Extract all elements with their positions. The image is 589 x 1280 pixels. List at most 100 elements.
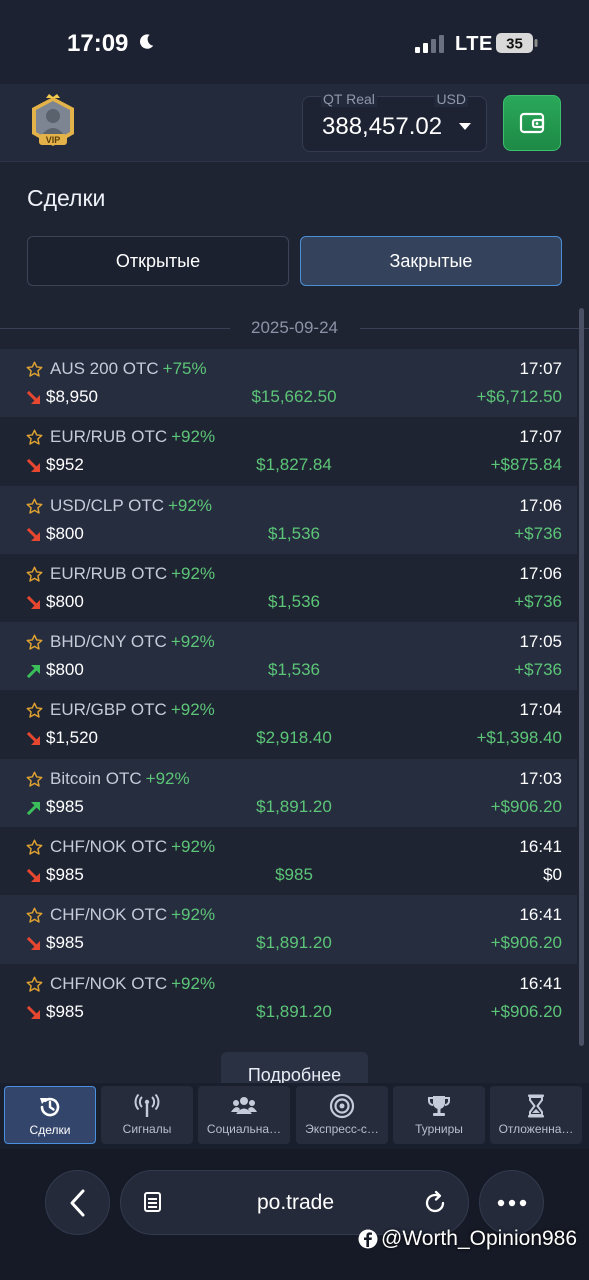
nav-label: Сигналы	[122, 1122, 172, 1136]
date-separator: 2025-09-24	[0, 316, 589, 340]
favorite-star-icon[interactable]	[26, 566, 43, 583]
asset-name: EUR/RUB OTC	[50, 563, 168, 583]
trade-time: 17:07	[519, 359, 562, 378]
scrollbar[interactable]	[579, 308, 584, 1046]
arrow-down-right-icon	[27, 732, 40, 746]
address-bar[interactable]: po.trade	[120, 1170, 469, 1235]
balance-selector[interactable]: QT Real USD 388,457.02	[302, 91, 487, 152]
more-options-button[interactable]	[479, 1170, 544, 1235]
trade-asset: CHF/NOK OTC +92%	[50, 837, 215, 857]
browser-toolbar: po.trade @Worth_Opinion986	[0, 1149, 589, 1280]
trade-row[interactable]: CHF/NOK OTC +92% 16:41 $985 $1,891.20 +$906.2…	[0, 963, 577, 1032]
battery-icon: 35	[496, 33, 538, 53]
trade-row[interactable]: Bitcoin OTC +92% 17:03 $985 $1,891.20 +$906.2…	[0, 758, 577, 828]
trade-amount: $985	[46, 865, 84, 885]
facebook-icon	[358, 1229, 378, 1249]
nav-label: Отложенна…	[498, 1122, 574, 1136]
back-button[interactable]	[45, 1170, 110, 1235]
trade-asset: CHF/NOK OTC +92%	[50, 974, 215, 994]
favorite-star-icon[interactable]	[26, 361, 43, 378]
trade-asset: EUR/RUB OTC +92%	[50, 564, 215, 584]
trade-row[interactable]: USD/CLP OTC +92% 17:06 $800 $1,536 +$736	[0, 485, 577, 554]
favorite-star-icon[interactable]	[26, 839, 43, 856]
account-type: QT Real	[321, 91, 377, 107]
tab-closed-trades[interactable]: Закрытые	[300, 236, 562, 286]
trade-profit: +$906.20	[490, 1001, 562, 1021]
nav-item-3[interactable]: Социальна…	[198, 1086, 290, 1144]
arrow-down-right-icon	[27, 1005, 40, 1019]
trade-asset: Bitcoin OTC +92%	[50, 769, 190, 789]
trade-asset: AUS 200 OTC +75%	[50, 359, 207, 379]
trade-profit: +$736	[514, 660, 562, 680]
trade-result: $1,891.20	[256, 933, 332, 953]
nav-item-4[interactable]: Экспресс-с…	[296, 1086, 388, 1144]
favorite-star-icon[interactable]	[26, 907, 43, 924]
favorite-star-icon[interactable]	[26, 702, 43, 719]
trade-time: 17:06	[519, 563, 562, 583]
trade-row[interactable]: AUS 200 OTC +75% 17:07 $8,950 $15,662.50 +$6,…	[0, 349, 577, 418]
trade-asset: BHD/CNY OTC +92%	[50, 632, 215, 652]
payout-percent: +92%	[145, 768, 190, 788]
trade-row[interactable]: EUR/RUB OTC +92% 17:06 $800 $1,536 +$736	[0, 553, 577, 623]
trophy-icon	[426, 1093, 452, 1119]
favorite-star-icon[interactable]	[26, 634, 43, 651]
reload-icon[interactable]	[422, 1190, 448, 1216]
nav-item-5[interactable]: Турниры	[393, 1086, 485, 1144]
bottom-nav: Сделки Сигналы Социальна… Экспресс-с… Турнир…	[0, 1083, 589, 1149]
page-title: Сделки	[27, 185, 106, 211]
balance-currency: USD	[434, 91, 468, 107]
favorite-star-icon[interactable]	[26, 771, 43, 788]
trade-row[interactable]: EUR/GBP OTC +92% 17:04 $1,520 $2,918.40 +$1,3…	[0, 690, 577, 759]
nav-item-1[interactable]: Сделки	[4, 1086, 96, 1144]
favorite-star-icon[interactable]	[26, 498, 43, 515]
nav-label: Социальна…	[206, 1122, 282, 1136]
wallet-icon	[519, 112, 545, 134]
reader-icon[interactable]	[143, 1191, 165, 1215]
payout-percent: +92%	[171, 837, 216, 857]
ellipsis-icon	[497, 1199, 526, 1206]
trade-profit: +$875.84	[490, 455, 562, 475]
trade-asset: EUR/RUB OTC +92%	[50, 427, 215, 447]
avatar[interactable]: VIP	[24, 94, 82, 152]
trade-profit: $0	[543, 865, 562, 885]
trades-panel: Сделки Открытые Закрытые 2025-09-24 AUS …	[0, 163, 589, 1083]
more-button[interactable]: Подробнее	[221, 1052, 368, 1083]
trade-amount: $800	[46, 660, 84, 680]
trades-list: AUS 200 OTC +75% 17:07 $8,950 $15,662.50 +$6,…	[0, 349, 577, 1032]
arrow-down-right-icon	[27, 869, 40, 883]
trade-amount: $1,520	[46, 728, 98, 748]
trade-amount: $952	[46, 455, 84, 475]
nav-item-6[interactable]: Отложенна…	[490, 1086, 582, 1144]
payout-percent: +92%	[170, 632, 215, 652]
trade-profit: +$906.20	[490, 796, 562, 816]
target-icon	[329, 1093, 355, 1119]
arrow-down-right-icon	[27, 391, 40, 404]
signal-antenna-icon	[134, 1093, 160, 1119]
arrow-up-right-icon	[27, 801, 40, 815]
trade-row[interactable]: CHF/NOK OTC +92% 16:41 $985 $1,891.20 +$906.2…	[0, 895, 577, 964]
trade-row[interactable]: BHD/CNY OTC +92% 17:05 $800 $1,536 +$736	[0, 622, 577, 691]
url-text: po.trade	[256, 1191, 335, 1214]
favorite-star-icon[interactable]	[26, 976, 43, 993]
wallet-button[interactable]	[503, 95, 561, 151]
trade-result: $1,891.20	[256, 796, 332, 816]
trade-profit: +$906.20	[490, 933, 562, 953]
app-header: VIP QT Real USD 388,457.02	[0, 84, 589, 162]
tab-open-trades[interactable]: Открытые	[27, 236, 289, 286]
trade-result: $15,662.50	[251, 387, 337, 406]
chevron-left-icon	[70, 1189, 84, 1216]
status-bar: 17:09 LTE 35	[0, 0, 589, 84]
nav-item-2[interactable]: Сигналы	[101, 1086, 193, 1144]
trade-amount: $985	[46, 1001, 84, 1021]
arrow-down-right-icon	[27, 527, 40, 541]
trade-result: $985	[275, 865, 313, 885]
asset-name: EUR/GBP OTC	[50, 700, 167, 720]
asset-name: USD/CLP OTC	[50, 495, 164, 515]
trade-row[interactable]: EUR/RUB OTC +92% 17:07 $952 $1,827.84 +$875.8…	[0, 417, 577, 486]
asset-name: AUS 200 OTC	[50, 359, 159, 378]
arrow-up-right-icon	[27, 665, 40, 679]
favorite-star-icon[interactable]	[26, 429, 43, 446]
trade-profit: +$6,712.50	[476, 387, 562, 406]
trade-profit: +$1,398.40	[476, 728, 562, 748]
trade-row[interactable]: CHF/NOK OTC +92% 16:41 $985 $985 $0	[0, 827, 577, 896]
